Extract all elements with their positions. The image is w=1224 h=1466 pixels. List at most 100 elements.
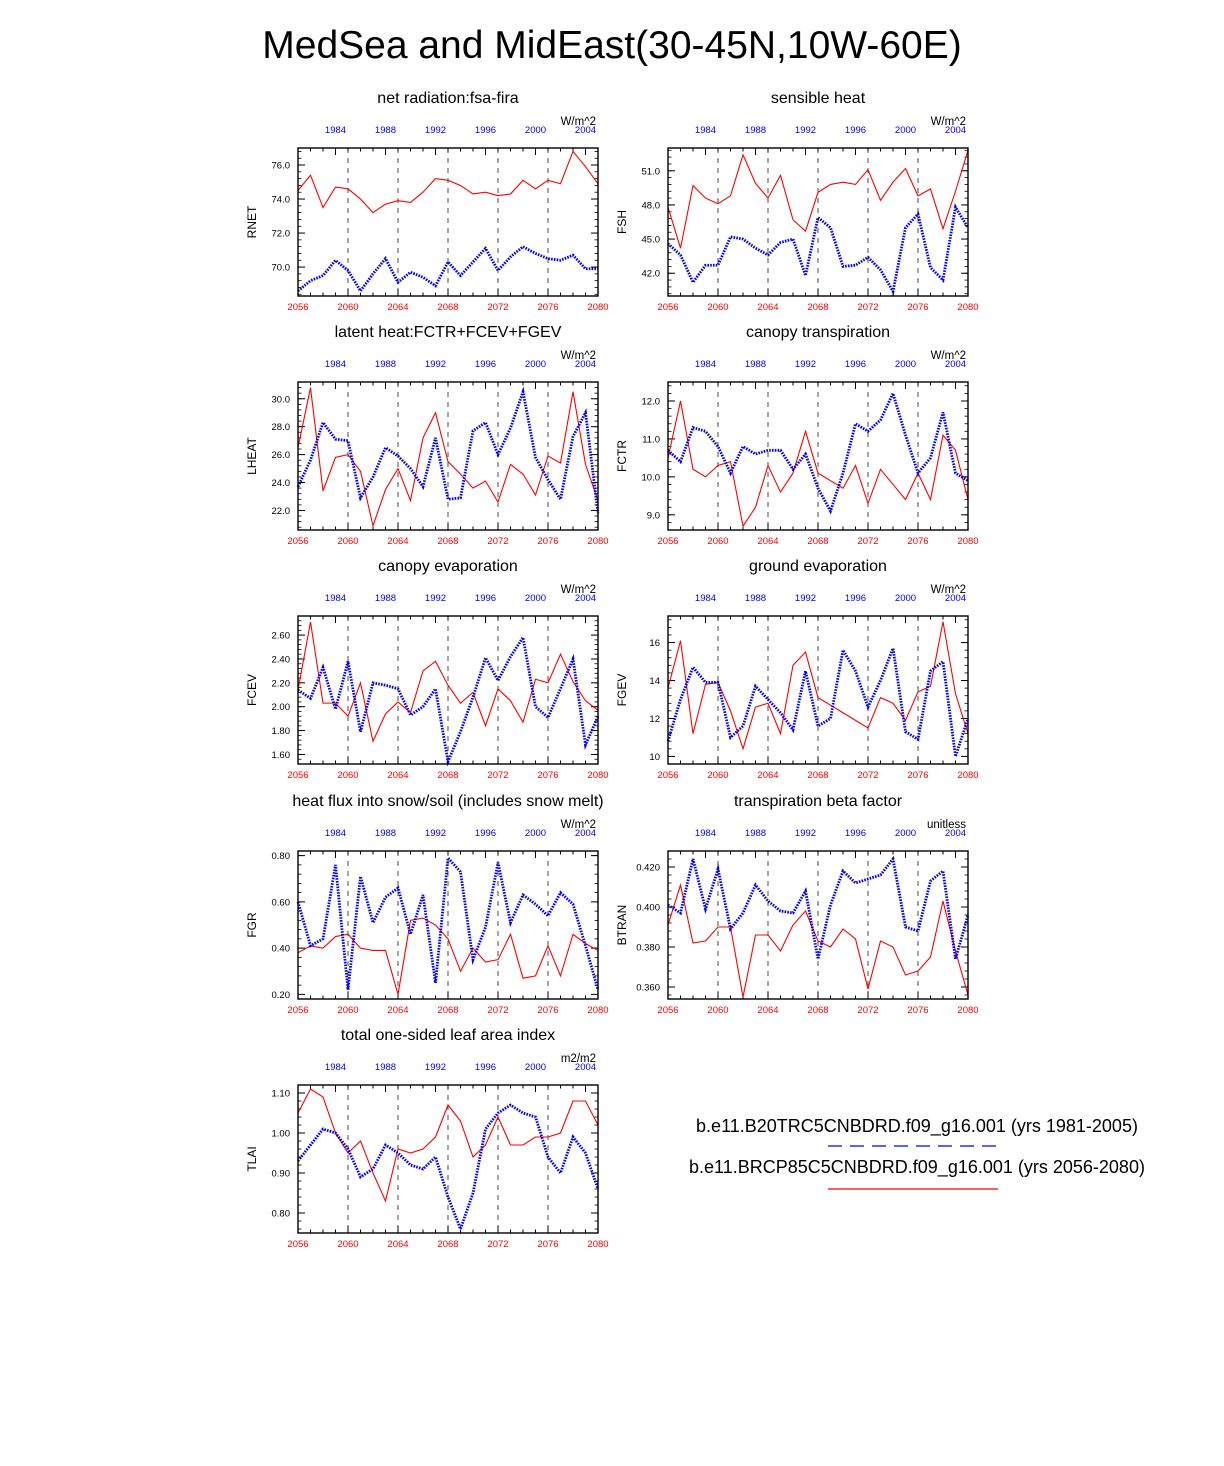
legend: b.e11.B20TRC5CNBDRD.f09_g16.001 (yrs 198…: [689, 1116, 1145, 1190]
panel-units: unitless: [927, 819, 966, 831]
x-tick-label-historical: 1992: [425, 125, 446, 136]
y-axis-label: TLAI: [245, 1146, 259, 1171]
x-tick-label-future: 2068: [437, 770, 458, 781]
x-tick-label-historical: 2004: [575, 125, 596, 136]
x-tick-label-historical: 1984: [325, 359, 346, 370]
x-tick-label-future: 2064: [387, 302, 408, 313]
y-tick-label: 30.0: [272, 394, 291, 405]
panel-title: latent heat:FCTR+FCEV+FGEV: [335, 324, 562, 341]
x-tick-label-future: 2060: [337, 302, 358, 313]
x-tick-label-future: 2056: [287, 1239, 308, 1250]
x-tick-label-historical: 1984: [695, 593, 716, 604]
x-tick-label-future: 2068: [437, 302, 458, 313]
y-tick-label: 0.80: [272, 1209, 291, 1220]
panel-btran: transpiration beta factor unitless BTRAN 20…: [615, 793, 979, 1016]
x-tick-label-future: 2076: [537, 1239, 558, 1250]
x-tick-label-future: 2064: [387, 536, 408, 547]
x-tick-label-historical: 1984: [695, 125, 716, 136]
x-tick-label-historical: 1996: [845, 828, 866, 839]
series-historical-line: [666, 642, 970, 757]
panel-title: canopy evaporation: [378, 558, 518, 575]
x-tick-label-historical: 2000: [525, 125, 546, 136]
y-tick-label: 12: [649, 714, 660, 725]
x-tick-label-historical: 1988: [745, 359, 766, 370]
x-tick-label-future: 2060: [337, 770, 358, 781]
x-tick-label-future: 2064: [757, 536, 778, 547]
x-tick-label-future: 2056: [287, 536, 308, 547]
x-tick-label-future: 2064: [757, 1005, 778, 1016]
x-tick-label-future: 2060: [337, 1239, 358, 1250]
y-axis-label: FGR: [245, 912, 259, 938]
series-historical-line: [296, 854, 600, 991]
plot-frame: [297, 850, 599, 1000]
x-tick-label-future: 2080: [587, 1005, 608, 1016]
y-axis-label: LHEAT: [245, 436, 259, 474]
y-tick-label: 42.0: [642, 269, 661, 280]
x-tick-label-historical: 1996: [475, 1062, 496, 1073]
y-tick-label: 51.0: [642, 166, 661, 177]
y-tick-label: 0.40: [272, 944, 291, 955]
panel-units: W/m^2: [931, 350, 966, 362]
panel-units: W/m^2: [561, 819, 596, 831]
x-tick-label-future: 2060: [707, 1005, 728, 1016]
series-future-line: [297, 917, 599, 995]
x-tick-label-historical: 2000: [525, 1062, 546, 1073]
x-tick-label-historical: 2004: [575, 593, 596, 604]
x-tick-label-future: 2056: [657, 302, 678, 313]
panel-title: sensible heat: [771, 90, 866, 107]
x-tick-label-historical: 1984: [325, 828, 346, 839]
x-tick-label-historical: 1988: [375, 1062, 396, 1073]
x-tick-label-future: 2080: [957, 302, 978, 313]
x-tick-label-future: 2076: [537, 1005, 558, 1016]
x-tick-label-historical: 1992: [795, 359, 816, 370]
x-tick-label-future: 2056: [657, 1005, 678, 1016]
x-tick-label-historical: 2000: [895, 593, 916, 604]
plot-frame: [667, 147, 969, 297]
x-tick-label-historical: 2000: [895, 125, 916, 136]
plot-frame: [667, 850, 969, 1000]
x-tick-label-future: 2080: [587, 302, 608, 313]
x-tick-label-historical: 1984: [695, 359, 716, 370]
y-tick-label: 10: [649, 752, 660, 763]
x-tick-label-future: 2080: [957, 536, 978, 547]
y-axis-label: FCTR: [615, 440, 629, 472]
y-tick-label: 76.0: [272, 161, 291, 172]
x-tick-label-future: 2072: [487, 1239, 508, 1250]
panel-fctr: canopy transpiration W/m^2 FCTR 2056 2060 206…: [615, 324, 979, 547]
x-tick-label-future: 2080: [957, 770, 978, 781]
x-tick-label-historical: 2004: [945, 593, 966, 604]
y-tick-label: 2.20: [272, 678, 291, 689]
x-tick-label-historical: 2000: [525, 828, 546, 839]
x-tick-label-future: 2064: [387, 770, 408, 781]
x-tick-label-historical: 2004: [575, 828, 596, 839]
x-tick-label-historical: 1984: [695, 828, 716, 839]
x-tick-label-future: 2080: [957, 1005, 978, 1016]
y-tick-label: 1.00: [272, 1129, 291, 1140]
x-tick-label-future: 2064: [387, 1239, 408, 1250]
x-tick-label-future: 2068: [807, 1005, 828, 1016]
x-tick-label-historical: 1992: [795, 125, 816, 136]
series-historical-line: [667, 389, 969, 515]
y-tick-label: 9.0: [647, 510, 660, 521]
x-tick-label-future: 2072: [487, 536, 508, 547]
y-tick-label: 28.0: [272, 422, 291, 433]
y-axis-label: BTRAN: [615, 905, 629, 946]
panel-title: heat flux into snow/soil (includes snow …: [292, 793, 603, 810]
x-tick-label-future: 2076: [907, 770, 928, 781]
x-tick-label-historical: 1988: [745, 125, 766, 136]
x-tick-label-historical: 1996: [845, 125, 866, 136]
x-tick-label-future: 2056: [657, 770, 678, 781]
y-tick-label: 1.80: [272, 726, 291, 737]
series-future-line: [297, 1088, 599, 1203]
x-tick-label-historical: 1984: [325, 125, 346, 136]
y-tick-label: 2.40: [272, 654, 291, 665]
panel-fsh: sensible heat W/m^2 FSH 2056 2060 2064 2068 207…: [615, 90, 979, 313]
panel-units: W/m^2: [561, 350, 596, 362]
x-tick-label-future: 2072: [487, 770, 508, 781]
panel-fcev: canopy evaporation W/m^2 FCEV 2056 2060 2064 2…: [245, 558, 609, 781]
y-axis-label: FCEV: [245, 674, 259, 706]
x-tick-label-historical: 2000: [525, 359, 546, 370]
x-tick-label-future: 2072: [857, 770, 878, 781]
y-tick-label: 16: [649, 638, 660, 649]
x-tick-label-future: 2080: [587, 1239, 608, 1250]
